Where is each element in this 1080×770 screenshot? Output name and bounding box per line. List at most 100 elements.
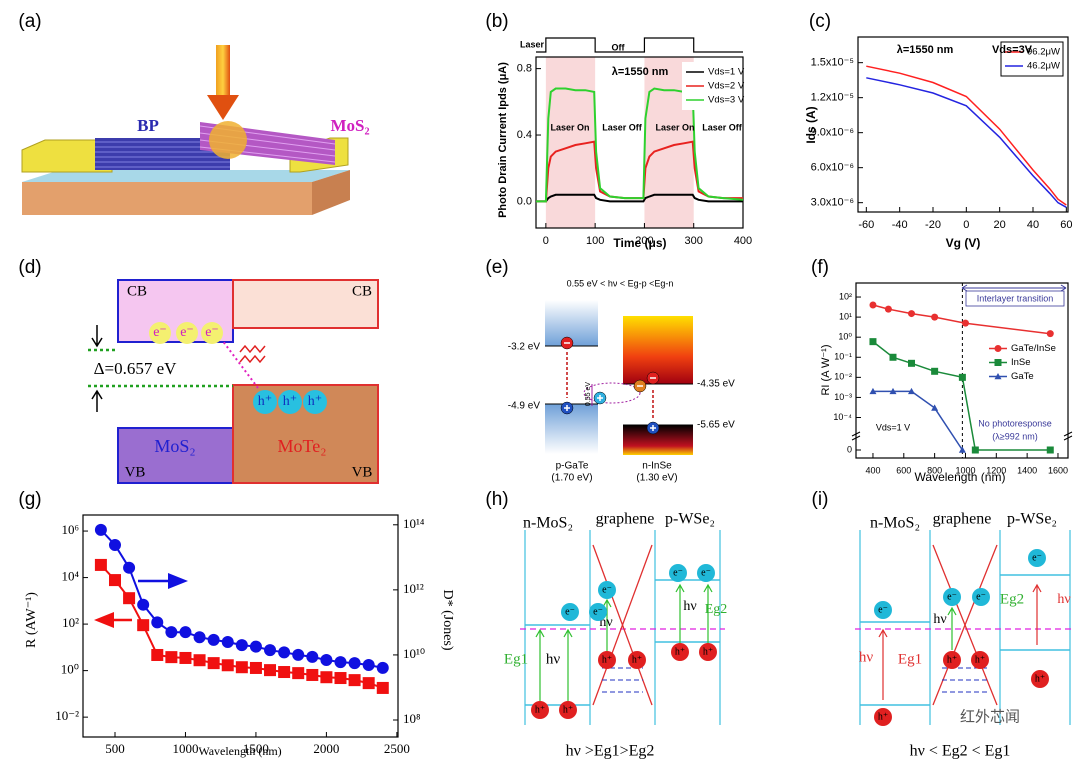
electron-label: e⁻ [205, 325, 219, 340]
x-tick-label: 1200 [986, 465, 1006, 475]
marker [376, 661, 389, 674]
panel-label: (d) [18, 257, 41, 278]
marker [334, 672, 347, 685]
marker [931, 313, 939, 321]
sign [597, 395, 603, 401]
marker [376, 681, 389, 694]
electron-label: e⁻ [947, 591, 957, 602]
marker [278, 646, 291, 659]
hole [874, 708, 892, 726]
hole [671, 643, 689, 661]
electron [598, 581, 616, 599]
marker [931, 404, 939, 411]
diagram-label: graphene [933, 511, 992, 528]
marker [292, 648, 305, 661]
band-label: MoS₂ [154, 436, 195, 456]
plot-frame [82, 514, 399, 738]
arrow-head [168, 573, 188, 589]
marker [994, 345, 1002, 352]
marker [235, 639, 248, 652]
hole-label: h⁺ [703, 646, 713, 657]
x-tick-label: 0 [543, 235, 549, 247]
y-tick-label: 10² [62, 615, 79, 630]
marker [908, 359, 916, 367]
plot-frame [857, 36, 1069, 213]
plot-frame [535, 56, 744, 229]
band [623, 316, 693, 384]
y-tick-label: 10⁻⁴ [833, 412, 852, 422]
marker [884, 305, 892, 313]
excitation-arrow [703, 583, 713, 646]
marker [961, 319, 969, 327]
diagram-label: hν [683, 599, 696, 614]
band-label: VB [125, 464, 146, 480]
legend-label: GaTe/InSe [1011, 343, 1056, 354]
diagram-label: 0.55 eV < hν < Eg-p <Eg-n [567, 278, 674, 288]
diagram-label: Eg1 [504, 651, 528, 667]
bracket-arrow [961, 284, 1067, 292]
diagram-label: (1.70 eV) [551, 473, 592, 484]
annotation: Laser On [655, 122, 694, 132]
electron [972, 588, 990, 606]
series-line [536, 87, 744, 203]
x-tick-label: 400 [865, 465, 880, 475]
electron-label: e⁻ [180, 325, 194, 340]
y-tick-label: 10⁻³ [834, 392, 852, 402]
annotation: λ=1550 nm [897, 44, 954, 56]
hole-label: h⁺ [632, 654, 642, 665]
marker [320, 653, 333, 666]
marker [123, 592, 136, 605]
diagram-label: graphene [596, 511, 655, 528]
x-tick-label: 1500 [243, 741, 269, 756]
marker [193, 631, 206, 644]
band-label: CB [127, 283, 147, 299]
sign [650, 425, 656, 431]
electron-label: e⁻ [593, 606, 603, 617]
mote2-cb [232, 279, 379, 329]
y2-tick-label: 10¹² [403, 581, 424, 596]
marker [889, 387, 897, 395]
marker [292, 667, 305, 680]
glow [209, 121, 247, 159]
marker [348, 657, 361, 670]
y2-tick-label: 10⁸ [403, 711, 421, 726]
band-label: CB [352, 283, 372, 299]
graphene-cone [592, 544, 653, 706]
y2-tick-label: 10¹⁴ [403, 516, 425, 531]
diagram-label: n-InSe [642, 461, 672, 472]
marker [249, 661, 262, 674]
x-tick-label: 200 [635, 235, 653, 247]
x-tick-label: 20 [994, 219, 1006, 231]
device-label: MoS₂ [330, 116, 369, 135]
marker [306, 650, 319, 663]
annotation: Interlayer transition [977, 293, 1054, 303]
excitation-arrow [947, 606, 957, 650]
band-label: Δ=0.657 eV [94, 359, 178, 378]
marker [994, 373, 1002, 380]
diagram-label: hν [859, 649, 874, 665]
y-tick-label: 10⁰ [61, 662, 79, 677]
marker [958, 373, 966, 381]
marker [94, 558, 107, 571]
electron [1028, 549, 1046, 567]
x-tick-label: -20 [925, 219, 941, 231]
electron [176, 322, 198, 344]
legend-label: Vds=3 V [708, 95, 745, 106]
marker [221, 659, 234, 672]
diagram-label: Eg2 [705, 602, 728, 617]
series-line [536, 193, 743, 203]
diagram-label: 红外芯闻 [960, 708, 1020, 725]
hole-label: h⁺ [308, 394, 322, 409]
legend-label: InSe [1011, 357, 1031, 368]
x-tick-label: 400 [734, 235, 752, 247]
electron-label: e⁻ [1032, 552, 1042, 563]
transfer-arrow [221, 339, 259, 389]
x-tick-label: 800 [927, 465, 942, 475]
panel-label: (c) [809, 11, 831, 32]
hole-label: h⁺ [563, 704, 573, 715]
substrate-top [22, 170, 350, 182]
y-tick-label: 10⁶ [61, 522, 79, 537]
electron-label: e⁻ [602, 584, 612, 595]
substrate-side [312, 170, 350, 215]
light-zigzag [239, 344, 266, 364]
